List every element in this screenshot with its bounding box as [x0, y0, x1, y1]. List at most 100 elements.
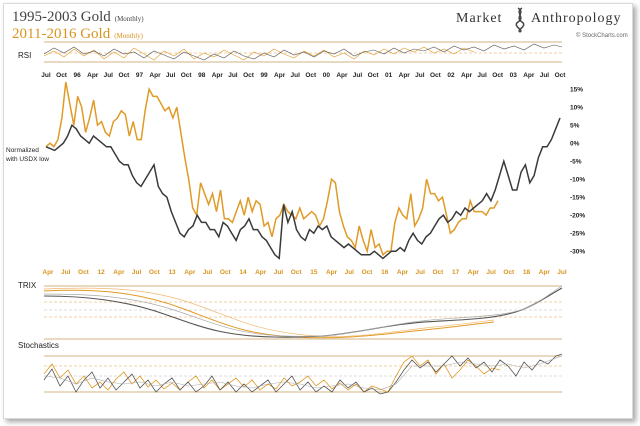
y-tick-label: -30% — [570, 249, 585, 256]
top-axis-label: Oct — [56, 72, 68, 79]
top-axis-label: Jul — [415, 72, 425, 79]
bottom-axis-label: Apr — [397, 269, 409, 276]
chart-frame: 1995-2003 Gold (Monthly) 2011-2016 Gold (M… — [3, 3, 633, 419]
bottom-axis-label: Oct — [433, 269, 445, 276]
bottom-axis-label: Oct — [362, 269, 374, 276]
top-axis-label: Apr — [87, 72, 99, 79]
top-axis-label: Oct — [243, 72, 255, 79]
bottom-axis-label: Apr — [42, 269, 54, 276]
chart-canvas: 1995-2003 Gold (Monthly) 2011-2016 Gold (M… — [5, 7, 628, 395]
bottom-axis-label: Apr — [468, 269, 480, 276]
stoch-signal-1995 — [43, 355, 563, 391]
bottom-axis-label: 15 — [310, 269, 318, 276]
top-axis-label: Apr — [274, 72, 286, 79]
bottom-axis-label: Jul — [132, 269, 142, 276]
bottom-axis-label: Jul — [274, 269, 284, 276]
top-axis-label: 01 — [385, 72, 393, 79]
top-axis-label: 98 — [198, 72, 206, 79]
title-primary: 1995-2003 Gold (Monthly) — [12, 9, 144, 25]
trix-signal-2011 — [43, 287, 495, 337]
trix-line-2011 — [43, 289, 495, 339]
stochastics-label: Stochastics — [18, 341, 59, 350]
bottom-axis-label: Oct — [291, 269, 303, 276]
top-axis-label: Jul — [477, 72, 487, 79]
top-axis-label: Jul — [291, 72, 301, 79]
y-tick-label: 10% — [570, 105, 583, 112]
top-axis-label: 03 — [510, 72, 518, 79]
dna-logo-icon — [515, 7, 525, 33]
credit-label: © StockCharts.com — [576, 32, 628, 39]
top-axis: Jul Oct 96 Apr Jul Oct 97 Apr Jul Oct 98 Apr Jul Oct 9… — [41, 72, 566, 79]
top-axis-label: Oct — [492, 72, 504, 79]
bottom-axis-label: Apr — [184, 269, 196, 276]
y-tick-label: 15% — [570, 87, 583, 94]
trix-label: TRIX — [18, 281, 37, 290]
top-axis-label: 99 — [260, 72, 268, 79]
top-axis-label: Jul — [104, 72, 114, 79]
normalized-note-line2: with USDX low — [5, 156, 49, 163]
bottom-axis-label: 18 — [523, 269, 531, 276]
rsi-line-2011 — [43, 46, 475, 61]
normalized-note-line1: Normalized — [6, 147, 39, 154]
top-axis-label: Jul — [353, 72, 363, 79]
y-axis: 15% 10% 5% 0% -5% -10% -15% -20% -25% -30% — [570, 87, 585, 256]
bottom-axis-label: Apr — [539, 269, 551, 276]
bottom-axis-label: Jul — [203, 269, 213, 276]
bottom-axis-label: Apr — [326, 269, 338, 276]
top-axis-label: 96 — [74, 72, 82, 79]
top-axis-label: Apr — [149, 72, 161, 79]
y-tick-label: 5% — [570, 123, 580, 130]
top-axis-label: 00 — [323, 72, 331, 79]
bottom-axis-label: Jul — [61, 269, 71, 276]
rsi-panel — [43, 41, 563, 63]
series-line-2011-gold — [45, 81, 499, 257]
bottom-axis-label: 12 — [98, 269, 106, 276]
top-axis-label: Apr — [336, 72, 348, 79]
bottom-axis-label: 17 — [452, 269, 460, 276]
series-line-1995-gold — [45, 117, 561, 260]
y-tick-label: -10% — [570, 177, 585, 184]
rsi-label: RSI — [18, 51, 31, 60]
rsi-line-1995 — [43, 43, 563, 61]
stoch-line-1995 — [43, 353, 563, 395]
trix-signal-1995 — [43, 285, 563, 337]
bottom-axis-label: Jul — [486, 269, 496, 276]
top-axis-label: Oct — [181, 72, 193, 79]
bottom-axis-label: Oct — [503, 269, 515, 276]
top-axis-label: Jul — [166, 72, 176, 79]
bottom-axis-label: 13 — [168, 269, 176, 276]
y-tick-label: 0% — [570, 141, 580, 148]
y-tick-label: -25% — [570, 231, 585, 238]
top-axis-label: Oct — [555, 72, 567, 79]
y-tick-label: -15% — [570, 195, 585, 202]
top-axis-label: Apr — [461, 72, 473, 79]
bottom-axis-label: Apr — [255, 269, 267, 276]
trix-line-1995 — [43, 287, 563, 338]
bottom-axis-label: Jul — [557, 269, 567, 276]
bottom-axis-label: Apr — [113, 269, 125, 276]
bottom-axis-label: 14 — [239, 269, 247, 276]
bottom-axis-label: Jul — [416, 269, 426, 276]
top-axis-label: 02 — [447, 72, 455, 79]
bottom-axis-label: Oct — [149, 269, 161, 276]
top-axis-label: Oct — [368, 72, 380, 79]
top-axis-label: Jul — [228, 72, 238, 79]
top-axis-label: Oct — [118, 72, 130, 79]
top-axis-label: Apr — [523, 72, 535, 79]
brand-right: Anthropology — [531, 11, 622, 26]
y-tick-label: -5% — [570, 159, 582, 166]
top-axis-label: 97 — [136, 72, 144, 79]
trix-panel — [43, 285, 563, 340]
bottom-axis-label: Oct — [220, 269, 232, 276]
top-axis-label: Jul — [540, 72, 550, 79]
title-secondary: 2011-2016 Gold (Monthly) — [12, 26, 144, 42]
bottom-axis-label: 16 — [381, 269, 389, 276]
y-tick-label: -20% — [570, 213, 585, 220]
brand-left: Market — [456, 11, 502, 26]
bottom-axis: Apr Jul Oct 12 Apr Jul Oct 13 Apr Jul Oct 14 Apr Jul O… — [42, 269, 566, 276]
top-axis-label: Jul — [41, 72, 51, 79]
top-axis-label: Oct — [430, 72, 442, 79]
top-axis-label: Oct — [305, 72, 317, 79]
stochastics-panel — [43, 353, 563, 395]
bottom-axis-label: Jul — [345, 269, 355, 276]
